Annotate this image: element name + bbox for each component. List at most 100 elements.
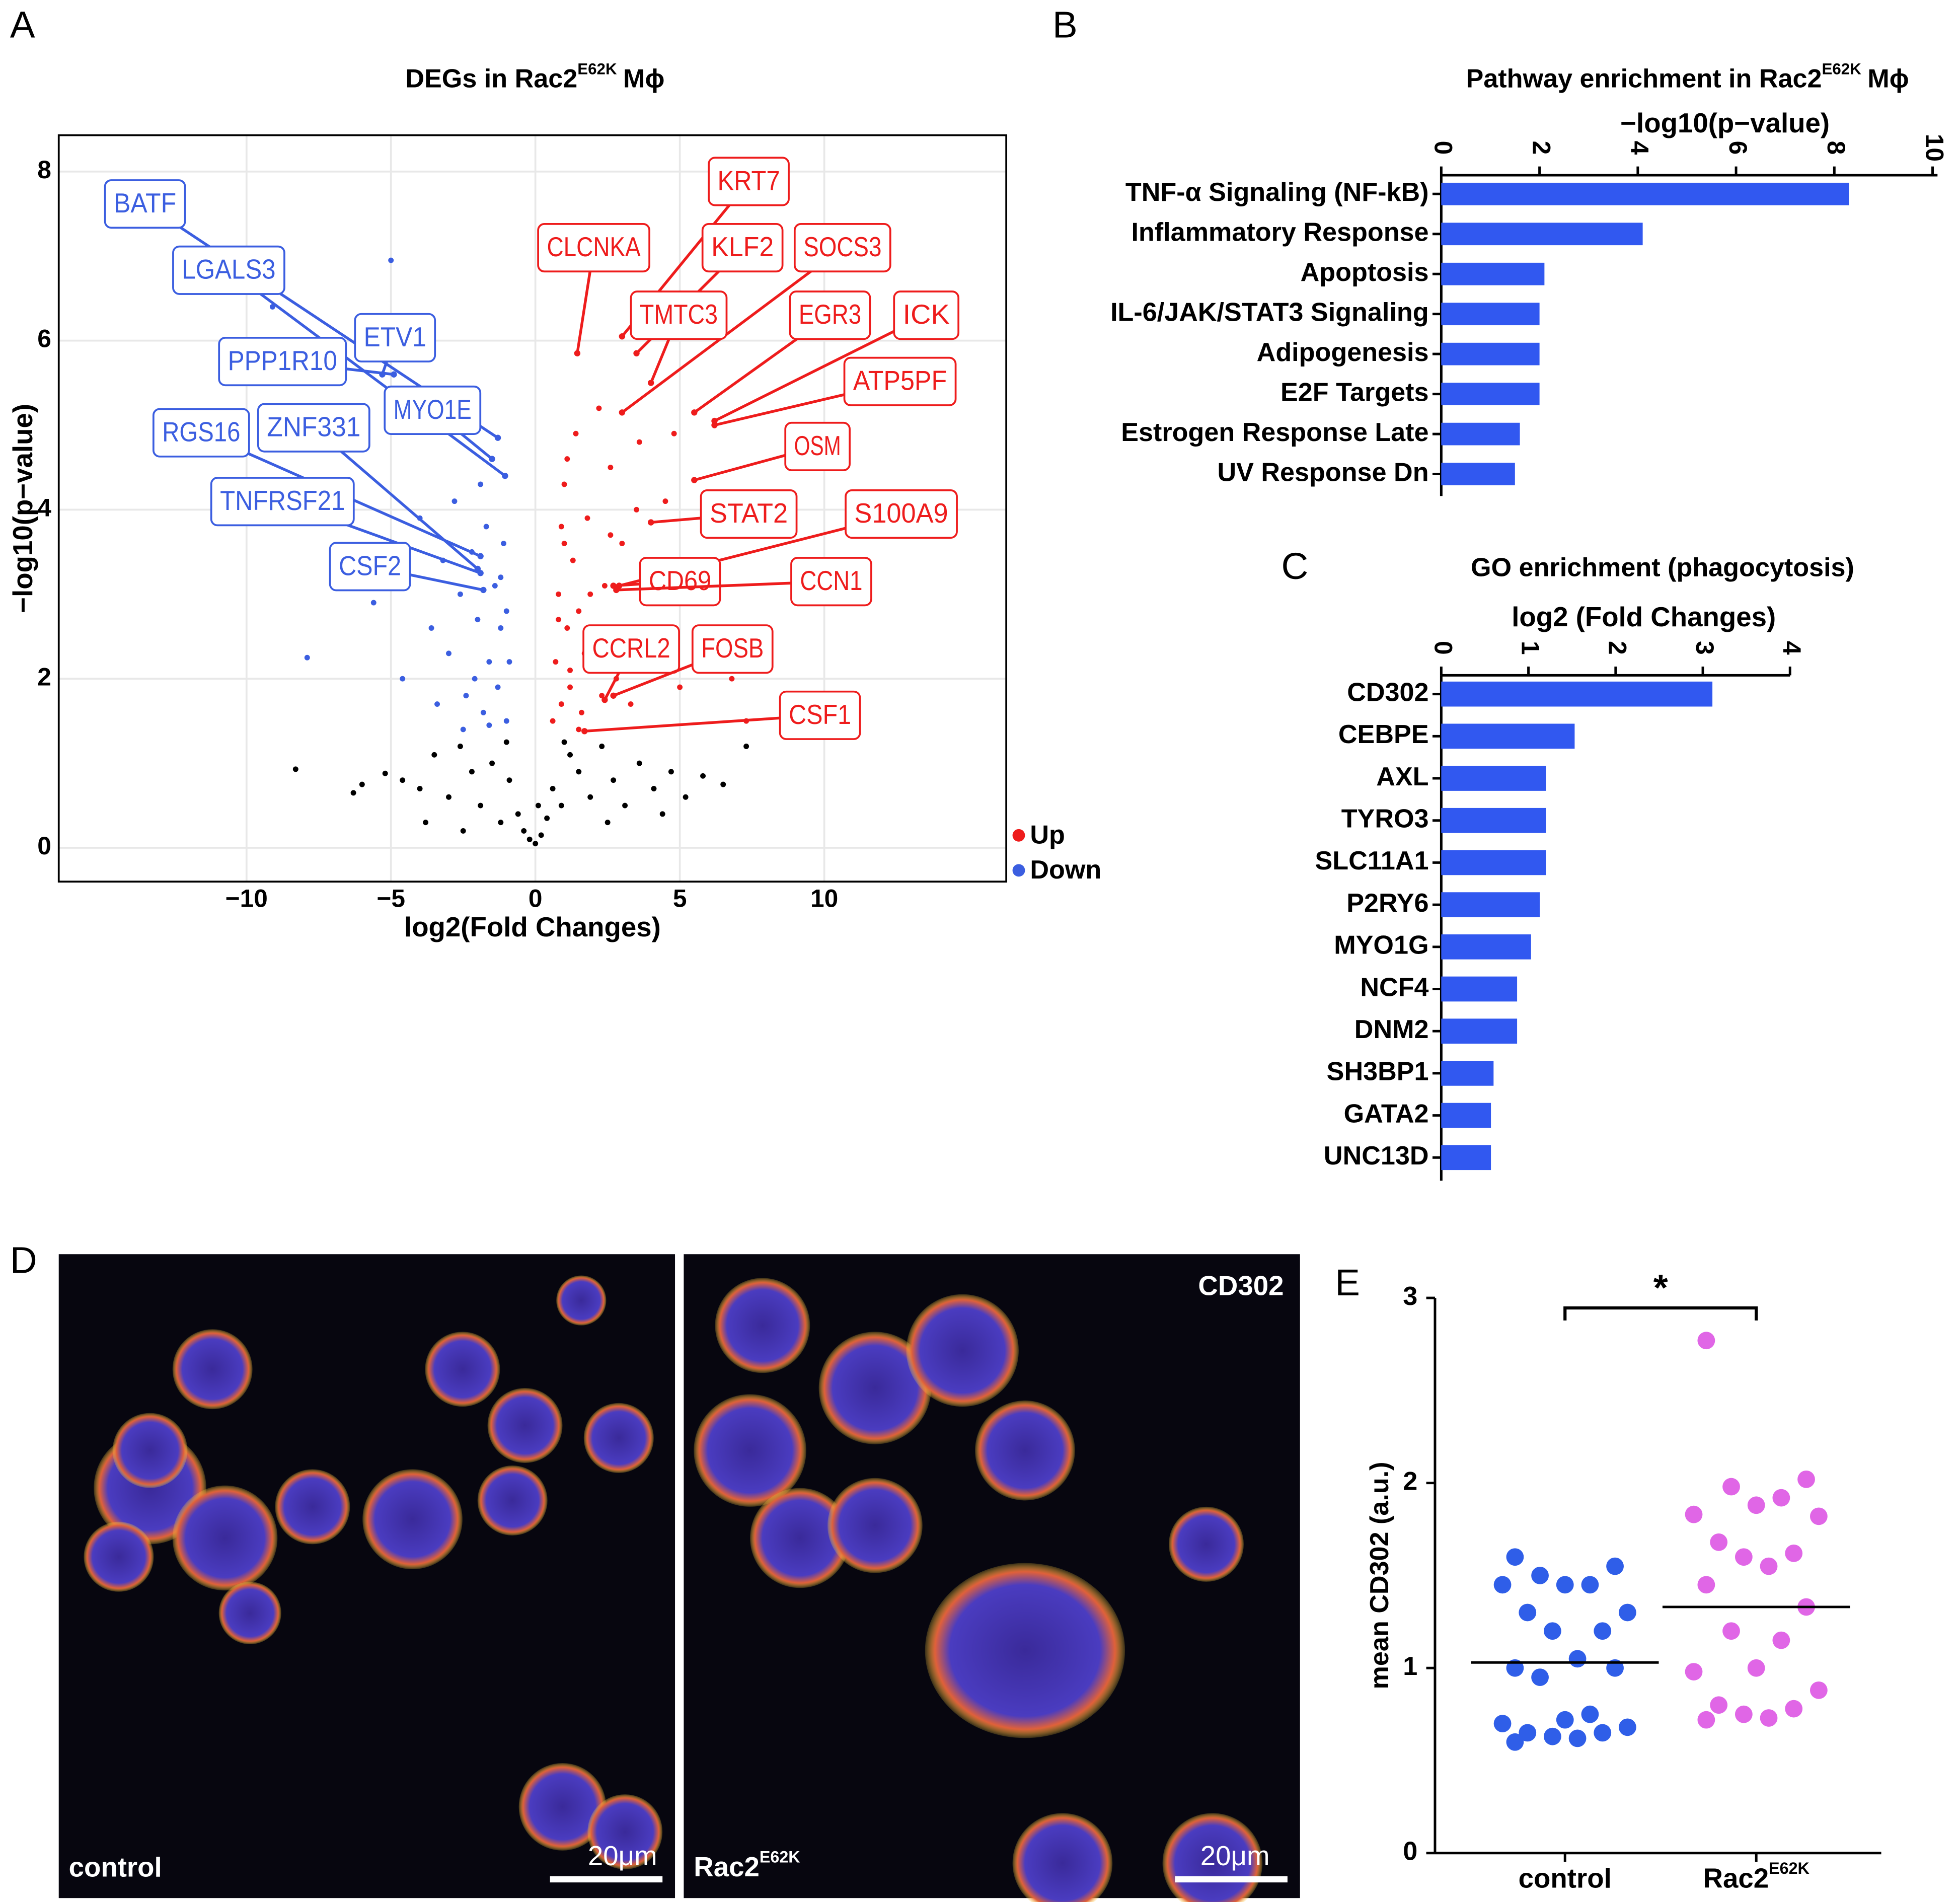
dot bbox=[1493, 1715, 1512, 1732]
chart-title: GO enrichment (phagocytosis) bbox=[1471, 553, 1854, 582]
title-sup: E62K bbox=[577, 60, 617, 78]
category-label: GATA2 bbox=[1344, 1099, 1429, 1128]
category-label: Apoptosis bbox=[1301, 258, 1429, 287]
category-label: Inflammatory Response bbox=[1131, 218, 1428, 247]
dot bbox=[1735, 1705, 1753, 1723]
point bbox=[400, 676, 406, 682]
dot bbox=[1606, 1557, 1624, 1575]
point bbox=[662, 498, 668, 504]
point bbox=[700, 773, 706, 779]
point bbox=[564, 456, 570, 462]
point bbox=[564, 625, 570, 631]
x-tick-label: 1 bbox=[1516, 641, 1544, 655]
point bbox=[601, 583, 608, 589]
point bbox=[506, 659, 512, 665]
point bbox=[634, 506, 640, 513]
bar bbox=[1441, 976, 1518, 1002]
point bbox=[350, 790, 356, 796]
dot bbox=[1760, 1557, 1778, 1575]
labeled-point bbox=[494, 434, 501, 441]
point bbox=[446, 794, 451, 800]
category-label: TYRO3 bbox=[1341, 804, 1429, 834]
point bbox=[567, 752, 573, 758]
bar bbox=[1441, 342, 1540, 365]
point bbox=[628, 701, 634, 707]
point bbox=[370, 600, 376, 606]
leader-line bbox=[621, 246, 844, 414]
dot bbox=[1544, 1622, 1561, 1640]
label-box bbox=[257, 403, 370, 453]
point bbox=[683, 794, 689, 800]
dot bbox=[1594, 1724, 1612, 1742]
point bbox=[561, 481, 567, 487]
point bbox=[460, 726, 466, 733]
labeled-point bbox=[489, 456, 495, 462]
gene-label: LGALS3 bbox=[182, 254, 275, 285]
label-box bbox=[691, 624, 774, 674]
point bbox=[515, 811, 521, 817]
gene-label: CCRL2 bbox=[592, 633, 670, 664]
legend-marker bbox=[1012, 829, 1025, 842]
point bbox=[596, 405, 602, 411]
point bbox=[579, 709, 584, 715]
bar bbox=[1441, 422, 1520, 446]
panel-label: D bbox=[10, 1239, 37, 1281]
dot bbox=[1619, 1603, 1636, 1622]
title-end: Mϕ bbox=[1867, 64, 1909, 93]
category-label: Adipogenesis bbox=[1257, 338, 1429, 367]
dot bbox=[1710, 1533, 1728, 1551]
x-tick-label: 6 bbox=[1724, 141, 1752, 155]
title-text: DEGs in Rac2 bbox=[405, 64, 577, 93]
x-tick-label: 10 bbox=[810, 885, 838, 913]
point bbox=[576, 769, 582, 775]
bar bbox=[1441, 1061, 1494, 1086]
point bbox=[671, 430, 677, 436]
dot bbox=[1519, 1724, 1537, 1742]
gene-label: KLF2 bbox=[711, 232, 774, 262]
dot bbox=[1493, 1576, 1512, 1594]
point bbox=[608, 464, 614, 470]
labeled-point bbox=[601, 696, 608, 703]
leader-line bbox=[714, 314, 927, 422]
point bbox=[495, 684, 501, 690]
dot bbox=[1810, 1507, 1828, 1525]
bar bbox=[1441, 850, 1546, 875]
category-label: DNM2 bbox=[1354, 1015, 1429, 1044]
chart-title: Pathway enrichment in Rac2E62K Mϕ bbox=[1466, 60, 1909, 93]
label-box bbox=[700, 489, 798, 539]
point bbox=[587, 794, 593, 800]
label-box bbox=[779, 690, 861, 740]
scale-label: 20μm bbox=[588, 1841, 657, 1871]
point bbox=[558, 524, 564, 530]
gene-label: OSM bbox=[794, 430, 841, 461]
point bbox=[605, 820, 611, 826]
category-label: SH3BP1 bbox=[1327, 1057, 1429, 1086]
image-label: Rac2E62K bbox=[694, 1848, 800, 1882]
cells bbox=[84, 1275, 1263, 1902]
label-box bbox=[210, 477, 355, 527]
point bbox=[668, 769, 674, 775]
dot bbox=[1685, 1505, 1703, 1523]
bar bbox=[1441, 934, 1531, 960]
image-label: control bbox=[69, 1852, 162, 1883]
labeled-point bbox=[574, 350, 581, 356]
point bbox=[538, 832, 544, 838]
label-box bbox=[845, 489, 958, 539]
dot bbox=[1722, 1478, 1740, 1496]
point bbox=[506, 777, 512, 783]
gene-label: ZNF331 bbox=[267, 412, 360, 443]
gene-label: TMTC3 bbox=[640, 299, 718, 330]
y-tick-label: 0 bbox=[1403, 1837, 1417, 1866]
dot bbox=[1785, 1700, 1803, 1718]
point bbox=[567, 667, 573, 673]
dot bbox=[1685, 1663, 1703, 1680]
dot bbox=[1544, 1727, 1561, 1745]
dot bbox=[1531, 1668, 1549, 1687]
point bbox=[573, 430, 579, 436]
gene-label: STAT2 bbox=[710, 498, 788, 529]
point bbox=[417, 786, 423, 791]
point bbox=[608, 532, 614, 538]
dot bbox=[1697, 1332, 1715, 1350]
point bbox=[556, 591, 562, 597]
point bbox=[558, 701, 564, 707]
